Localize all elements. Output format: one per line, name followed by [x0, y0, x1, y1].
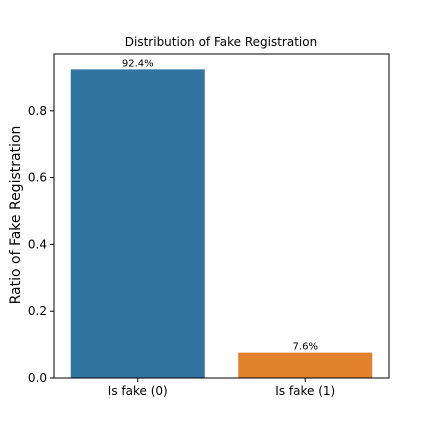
bar-0	[70, 69, 205, 378]
y-tick-label-2: 0.4	[28, 237, 47, 251]
plot-frame	[53, 53, 390, 379]
y-tick-label-1: 0.2	[28, 304, 47, 318]
bar-1	[238, 352, 373, 378]
x-tick-label-1: Is fake (1)	[275, 384, 335, 398]
y-tick-label-3: 0.6	[28, 171, 47, 185]
bar-data-label-1: 7.6%	[293, 342, 318, 353]
y-tick-label-0: 0.0	[28, 371, 47, 385]
bars	[70, 69, 373, 378]
y-axis-ticks: 0.0 0.2 0.4 0.6 0.8	[28, 104, 54, 385]
y-axis-label: Ratio of Fake Registration	[8, 126, 24, 305]
x-axis-ticks: Is fake (0) Is fake (1)	[108, 378, 335, 398]
bar-data-label-0: 92.4%	[122, 58, 154, 69]
x-tick-label-0: Is fake (0)	[108, 384, 168, 398]
bar-data-labels: 92.4% 7.6%	[122, 58, 318, 352]
y-tick-label-4: 0.8	[28, 104, 47, 118]
chart-title: Distribution of Fake Registration	[125, 35, 317, 49]
